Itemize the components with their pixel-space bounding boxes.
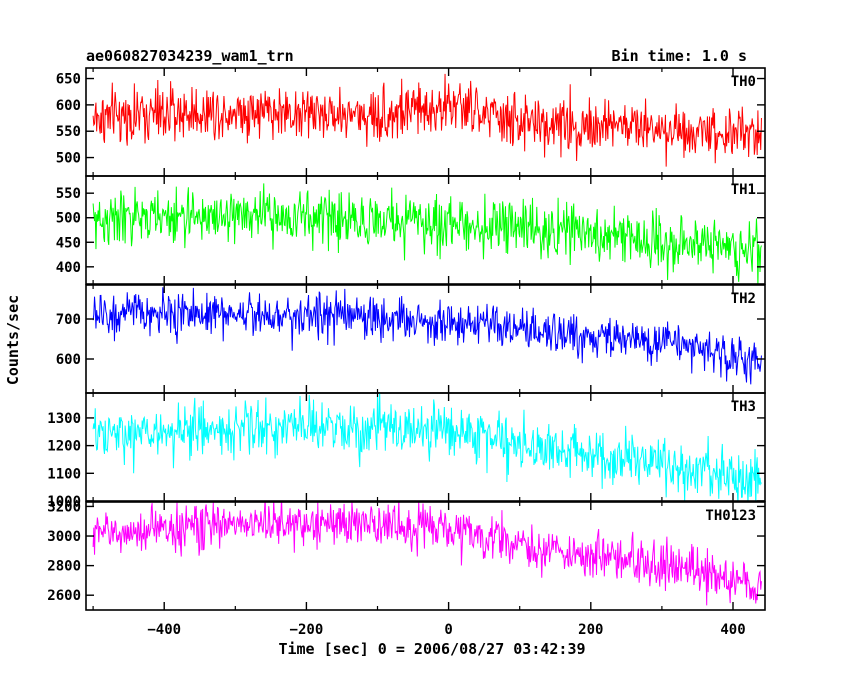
x-tick-labels: −400 −200 0 200 400 [147, 622, 745, 638]
y-tick-label: 2600 [47, 588, 81, 604]
y-tick-label: 700 [56, 312, 81, 328]
series-line-th3 [92, 393, 762, 501]
series-line-th0 [92, 73, 762, 167]
chart-title: ae060827034239_wam1_trn [86, 47, 294, 65]
y-tick-label: 600 [56, 98, 81, 114]
panel-frame [85, 67, 766, 177]
y-tick-label: 450 [56, 235, 81, 251]
x-axis-label: Time [sec] 0 = 2006/08/27 03:42:39 [278, 640, 585, 658]
y-tick-label: 2800 [47, 559, 81, 575]
y-tick-label: 650 [56, 72, 81, 88]
y-tick-label: 500 [56, 211, 81, 227]
panel-label: TH0 [731, 74, 756, 90]
x-tick-label: −200 [290, 622, 324, 638]
y-axis-label: Counts/sec [4, 295, 22, 385]
y-tick-label: 3000 [47, 529, 81, 545]
x-tick-label: −400 [147, 622, 181, 638]
panel-frame [85, 501, 766, 611]
panel-th0: 500 550 600 650 TH0 [56, 67, 766, 177]
x-tick-label: 200 [578, 622, 603, 638]
y-tick-label: 600 [56, 352, 81, 368]
bin-time-label: Bin time: 1.0 s [612, 47, 747, 65]
panel-label: TH0123 [705, 508, 756, 524]
panel-label: TH1 [731, 182, 756, 198]
y-tick-label: 400 [56, 260, 81, 276]
series-line-th2 [92, 287, 762, 385]
panel-frame [85, 284, 766, 394]
y-tick-label: 500 [56, 151, 81, 167]
panel-th1: 400 450 500 550 TH1 [56, 175, 766, 285]
panel-th0123: 2600 2800 3000 3200 TH0123 [47, 499, 766, 611]
x-tick-label: 400 [720, 622, 745, 638]
y-tick-label: 1100 [47, 466, 81, 482]
panel-label: TH3 [731, 399, 756, 415]
panel-th3: 1000 1100 1200 1300 TH3 [47, 392, 766, 510]
y-tick-label: 1000 [47, 494, 81, 510]
series-line-th0123 [92, 502, 762, 606]
panels-group: 500 550 600 650 TH0 400 450 500 550 TH1 600 700 TH2 1… [47, 67, 766, 611]
y-tick-label: 550 [56, 186, 81, 202]
panel-frame [85, 175, 766, 285]
y-tick-label: 3200 [47, 499, 81, 515]
y-tick-label: 1300 [47, 411, 81, 427]
y-tick-label: 1200 [47, 439, 81, 455]
series-line-th1 [92, 183, 762, 284]
y-tick-label: 550 [56, 124, 81, 140]
panel-label: TH2 [731, 291, 756, 307]
panel-th2: 600 700 TH2 [56, 284, 766, 394]
panel-frame [85, 392, 766, 502]
x-tick-label: 0 [444, 622, 452, 638]
